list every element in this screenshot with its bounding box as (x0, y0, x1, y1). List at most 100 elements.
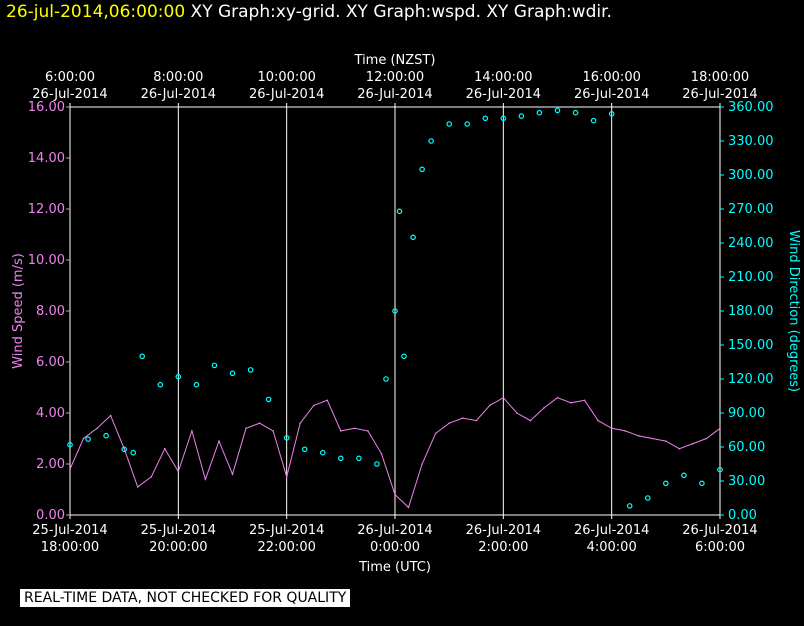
wind-direction-point (337, 455, 344, 462)
wind-speed-point (516, 412, 518, 414)
top-tick-label-time: 6:00:00 (45, 70, 95, 85)
x-tick-label-date: 25-Jul-2014 (32, 523, 107, 538)
wind-speed-point (638, 435, 640, 437)
wind-direction-point (396, 208, 403, 215)
wind-speed-point (299, 422, 302, 425)
top-tick-label-time: 10:00:00 (257, 70, 315, 85)
wind-direction-point (392, 308, 398, 314)
wind-speed-point (434, 432, 437, 435)
wind-speed-point (109, 414, 112, 417)
wind-speed-point (705, 437, 708, 440)
wind-direction-point (464, 121, 471, 127)
wind-speed-point (665, 440, 667, 442)
wind-speed-point (204, 478, 207, 481)
x-tick-label-time: 18:00:00 (41, 540, 99, 555)
y-right-tick-label: 300.00 (728, 168, 774, 183)
wind-speed-point (164, 447, 166, 450)
wind-speed-point (96, 427, 98, 430)
wind-speed-point (177, 470, 180, 473)
wind-direction-point (130, 449, 137, 456)
x-tick-label-date: 26-Jul-2014 (466, 523, 541, 538)
wind-direction-point (717, 466, 723, 473)
wind-direction-point (139, 353, 146, 360)
wind-speed-point (543, 407, 545, 409)
wind-direction-point (662, 480, 669, 487)
wind-speed-point (326, 399, 329, 402)
wind-speed-point (123, 447, 125, 450)
wind-direction-point (626, 503, 633, 509)
wind-direction-point (419, 166, 425, 173)
wind-direction-point (103, 432, 109, 439)
y-right-tick-label: 30.00 (728, 474, 765, 489)
y-right-tick-label: 120.00 (728, 372, 774, 387)
top-tick-label-date: 26-Jul-2014 (141, 87, 216, 102)
wind-speed-point (136, 486, 139, 488)
y-left-tick-label: 16.00 (28, 100, 65, 115)
top-tick-label-date: 26-Jul-2014 (682, 87, 757, 102)
wind-speed-point (556, 396, 559, 399)
wind-speed-point (624, 430, 626, 432)
wind-speed-point (380, 453, 383, 455)
wind-speed-point (489, 404, 491, 407)
wind-direction-point (482, 115, 489, 122)
wind-direction-point (681, 472, 687, 479)
x-tick-label-date: 26-Jul-2014 (574, 523, 649, 538)
top-axis-title: Time (NZST) (354, 53, 436, 68)
wind-speed-layer (69, 396, 721, 509)
wind-speed-point (407, 506, 410, 509)
wind-speed-point (475, 419, 478, 422)
wind-direction-point (572, 109, 579, 116)
y-right-tick-label: 360.00 (728, 100, 774, 115)
wind-direction-point (247, 367, 254, 373)
y-right-tick-label: 150.00 (728, 338, 774, 353)
wind-direction-point (319, 449, 326, 456)
top-tick-label-time: 18:00:00 (691, 70, 749, 85)
y-left-tick-label: 8.00 (36, 304, 65, 319)
header-graph-names: XY Graph:xy-grid. XY Graph:wspd. XY Grap… (190, 2, 612, 22)
header-timestamp: 26-jul-2014,06:00:00 (6, 2, 186, 22)
wind-speed-point (651, 437, 654, 440)
wind-speed-point (597, 419, 599, 422)
top-tick-label-time: 12:00:00 (366, 70, 424, 85)
wind-speed-point (285, 476, 288, 478)
y-right-tick-label: 330.00 (728, 134, 774, 149)
wind-direction-point (446, 121, 453, 127)
y-right-tick-label: 60.00 (728, 440, 765, 455)
wind-speed-point (570, 402, 572, 404)
wind-speed-point (82, 437, 85, 440)
left-axis-title: Wind Speed (m/s) (11, 253, 26, 369)
top-tick-label-date: 26-Jul-2014 (574, 87, 649, 102)
wind-direction-point (283, 435, 290, 441)
wind-direction-point (699, 480, 705, 487)
wind-speed-point (529, 419, 532, 422)
top-tick-label-date: 26-Jul-2014 (357, 87, 432, 102)
x-tick-label-date: 25-Jul-2014 (249, 523, 324, 538)
wind-speed-point (231, 473, 234, 476)
y-right-tick-label: 210.00 (728, 270, 774, 285)
wind-direction-point (374, 461, 380, 467)
wind-direction-point (518, 113, 525, 119)
x-tick-label-date: 25-Jul-2014 (141, 523, 216, 538)
y-right-tick-label: 240.00 (728, 236, 774, 251)
wind-speed-point (353, 427, 356, 430)
wind-direction-point (536, 109, 543, 116)
x-tick-label-time: 22:00:00 (257, 540, 315, 555)
wind-speed-point (313, 404, 315, 407)
y-left-tick-label: 12.00 (28, 202, 65, 217)
x-tick-label-time: 2:00:00 (478, 540, 528, 555)
wind-speed-point (502, 396, 505, 399)
y-right-tick-label: 0.00 (728, 508, 757, 523)
y-left-tick-label: 14.00 (28, 151, 65, 166)
wind-direction-point (67, 441, 73, 448)
wind-speed-point (610, 427, 613, 430)
wind-direction-point (500, 115, 507, 122)
wind-speed-point (340, 430, 342, 432)
top-tick-label-date: 26-Jul-2014 (466, 87, 541, 102)
wind-direction-point (175, 373, 182, 380)
y-left-tick-label: 2.00 (36, 457, 65, 472)
x-tick-label-date: 26-Jul-2014 (682, 523, 757, 538)
wind-speed-point (367, 430, 369, 432)
wind-direction-point (590, 117, 597, 124)
top-tick-label-time: 16:00:00 (582, 70, 640, 85)
wind-direction-point (121, 446, 128, 453)
